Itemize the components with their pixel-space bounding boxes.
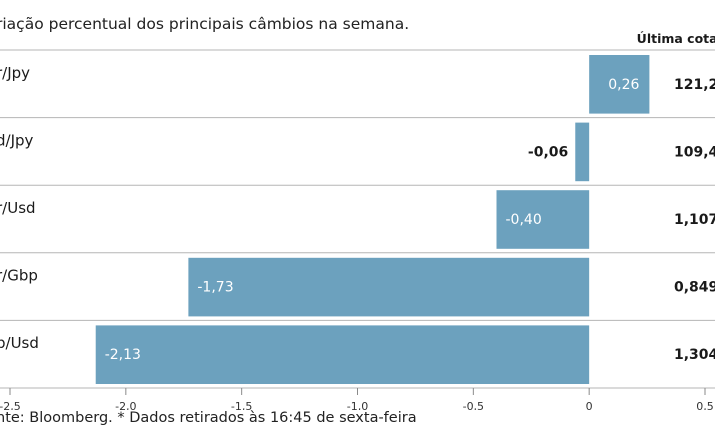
- category-label: r/Jpy: [0, 64, 30, 82]
- x-tick-label: -1,5: [231, 400, 252, 410]
- chart-subtitle: riação percentual dos principais câmbios…: [0, 15, 410, 33]
- bar: [589, 55, 650, 114]
- value-label: -0,06: [528, 144, 568, 160]
- category-label: r/Usd: [0, 199, 36, 217]
- x-tick-label: -2,0: [115, 400, 136, 410]
- value-label: -2,13: [105, 347, 141, 363]
- category-label: d/Jpy: [0, 131, 34, 149]
- last-quote-value: 109,45: [674, 144, 715, 160]
- category-label: r/Gbp: [0, 267, 38, 285]
- value-label: 0,26: [608, 77, 639, 93]
- x-tick-label: 0: [586, 400, 593, 410]
- bar-chart: r/Jpy 0,26 121,24 d/Jpy -0,06 109,45 r/Usd -0,4…: [0, 49, 715, 410]
- value-label: -1,73: [197, 280, 233, 296]
- bar: [496, 190, 590, 249]
- bar: [575, 122, 590, 182]
- x-tick-label: 0,5: [696, 400, 714, 410]
- bar: [95, 325, 590, 384]
- x-tick-label: -1,0: [347, 400, 368, 410]
- category-label: p/Usd: [0, 334, 39, 352]
- last-quote-value: 1,1077: [674, 212, 715, 228]
- last-quote-value: 1,3047: [674, 347, 715, 363]
- last-quote-value: 121,24: [674, 77, 715, 93]
- bar: [188, 257, 590, 317]
- x-tick-label: -0,5: [463, 400, 484, 410]
- last-quote-value: 0,84905: [674, 280, 715, 296]
- source-note: nte: Bloomberg. * Dados retirados às 16:…: [0, 410, 417, 426]
- last-quote-header: Última cotaç: [636, 31, 715, 46]
- x-tick-label: -2,5: [0, 400, 21, 410]
- value-label: -0,40: [506, 212, 542, 228]
